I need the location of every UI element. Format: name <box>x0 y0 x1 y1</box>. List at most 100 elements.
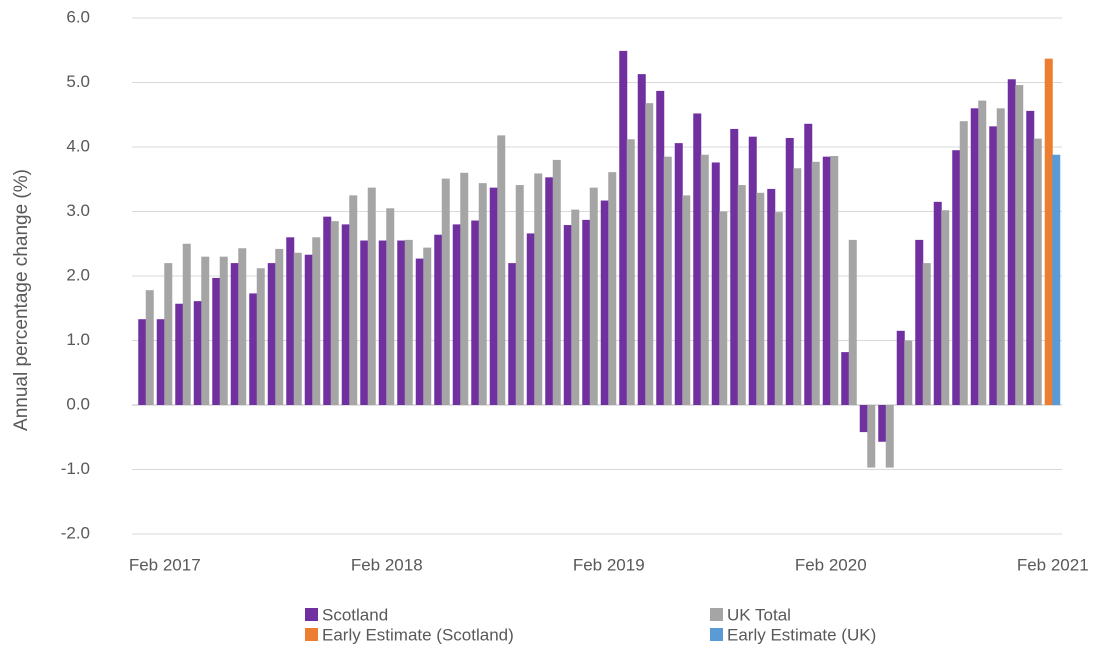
bar <box>804 123 813 405</box>
bar <box>145 290 154 405</box>
x-tick-label: Feb 2020 <box>795 555 867 574</box>
bar <box>267 263 276 405</box>
bar <box>156 319 165 405</box>
bar <box>748 136 757 405</box>
bar <box>249 293 258 405</box>
bar <box>367 187 376 405</box>
bar <box>933 201 942 405</box>
bar <box>1044 58 1053 405</box>
y-tick-label: 1.0 <box>66 330 90 349</box>
bar <box>230 263 239 405</box>
bar <box>452 224 461 405</box>
y-tick-label: 3.0 <box>66 201 90 220</box>
bar <box>312 237 321 405</box>
bar <box>841 352 850 405</box>
bar <box>193 301 202 405</box>
bar <box>175 303 184 405</box>
x-tick-label: Feb 2021 <box>1017 555 1089 574</box>
x-tick-label: Feb 2017 <box>129 555 201 574</box>
bar <box>545 177 554 405</box>
bar <box>397 240 406 405</box>
bar <box>730 128 739 405</box>
bar <box>489 187 498 405</box>
bar <box>275 248 284 405</box>
bar <box>515 185 524 405</box>
bar <box>867 405 876 468</box>
bar <box>219 256 228 405</box>
bar <box>711 162 720 405</box>
bar <box>1015 85 1024 405</box>
bar <box>693 113 702 406</box>
bar <box>656 90 665 405</box>
y-tick-label: 2.0 <box>66 265 90 284</box>
bar <box>404 239 413 405</box>
legend-label: Early Estimate (Scotland) <box>322 625 514 644</box>
bar <box>349 195 358 405</box>
bar <box>811 161 820 405</box>
legend-swatch <box>305 608 318 621</box>
bar <box>212 277 221 405</box>
bar <box>1052 154 1061 405</box>
bar <box>534 173 543 405</box>
bar <box>619 50 628 406</box>
bar <box>460 172 469 405</box>
bar <box>978 100 987 405</box>
y-tick-label: 4.0 <box>66 136 90 155</box>
bar <box>904 340 913 405</box>
bar <box>304 254 313 405</box>
y-tick-label: -2.0 <box>61 523 90 542</box>
y-tick-label: -1.0 <box>61 459 90 478</box>
legend-swatch <box>710 608 723 621</box>
y-axis-title: Annual percentage change (%) <box>11 169 32 431</box>
bar <box>663 156 672 405</box>
bar <box>571 209 580 405</box>
bar <box>441 178 450 405</box>
bar <box>138 319 147 405</box>
bar <box>423 247 432 405</box>
bar <box>478 183 487 405</box>
bar <box>774 212 783 405</box>
bar <box>737 185 746 405</box>
bar <box>767 188 776 405</box>
legend-label: Early Estimate (UK) <box>727 625 876 644</box>
bar <box>1033 138 1042 406</box>
y-tick-label: 0.0 <box>66 394 90 413</box>
y-tick-label: 5.0 <box>66 72 90 91</box>
bar <box>756 192 765 405</box>
legend-label: UK Total <box>727 605 791 624</box>
bar <box>256 268 265 405</box>
bar <box>878 405 887 442</box>
bar <box>996 108 1005 406</box>
bar <box>959 121 968 405</box>
bar <box>182 243 191 405</box>
bar <box>378 240 387 405</box>
bar <box>645 103 654 405</box>
bar <box>360 240 369 405</box>
bar <box>164 263 173 405</box>
bar <box>552 159 561 405</box>
bar <box>201 256 210 405</box>
bar <box>822 156 831 405</box>
bar <box>700 154 709 405</box>
bar <box>989 126 998 406</box>
bar <box>600 200 609 405</box>
bar <box>471 220 480 405</box>
bar <box>626 139 635 405</box>
bar <box>719 211 728 405</box>
x-tick-label: Feb 2018 <box>351 555 423 574</box>
bar <box>970 108 979 406</box>
bar <box>589 187 598 405</box>
bar <box>293 252 302 405</box>
bar <box>830 156 839 405</box>
bar <box>526 233 535 405</box>
bar <box>323 216 332 405</box>
y-tick-label: 6.0 <box>66 7 90 26</box>
bar <box>341 224 350 405</box>
legend-swatch <box>710 628 723 641</box>
bar <box>608 172 617 405</box>
bar <box>848 239 857 405</box>
bar <box>785 137 794 405</box>
x-tick-label: Feb 2019 <box>573 555 645 574</box>
bar <box>915 239 924 405</box>
